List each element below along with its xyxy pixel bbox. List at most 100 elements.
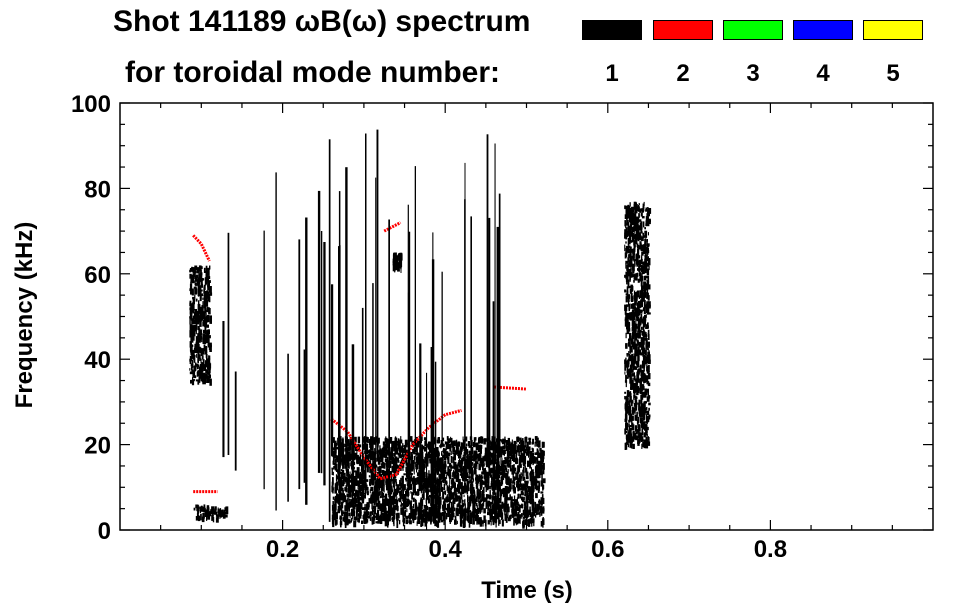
- spectral-point: [332, 496, 335, 500]
- spectral-point: [397, 438, 400, 446]
- spectral-point: [534, 475, 536, 480]
- spectral-point: [625, 343, 628, 349]
- spectral-point: [397, 460, 400, 463]
- spectral-point: [648, 350, 650, 353]
- spectral-point: [446, 494, 448, 500]
- spectral-point: [466, 460, 469, 469]
- spectral-point: [362, 437, 366, 443]
- spectral-point: [425, 480, 429, 487]
- spectral-point: [487, 508, 489, 514]
- spectral-point: [633, 341, 636, 350]
- spectral-point: [503, 508, 506, 512]
- spectral-point: [400, 504, 402, 507]
- spectral-point: [196, 372, 198, 377]
- spectral-point: [625, 314, 629, 319]
- spectral-point: [394, 441, 397, 445]
- spectral-point: [452, 446, 455, 452]
- spectral-point: [648, 438, 650, 443]
- spectral-point: [628, 298, 630, 306]
- spectral-point: [625, 241, 627, 244]
- spectral-point: [646, 239, 648, 242]
- spectral-point: [526, 500, 529, 509]
- spectral-point: [211, 514, 214, 521]
- spectral-point: [635, 344, 638, 352]
- spectral-point: [205, 312, 207, 320]
- spectral-point: [631, 335, 635, 339]
- spectral-point: [635, 327, 637, 332]
- spectral-point: [483, 515, 486, 523]
- spectral-point: [525, 470, 528, 477]
- spectral-point: [633, 360, 635, 364]
- spectral-point: [634, 310, 636, 317]
- spectral-point: [199, 311, 202, 320]
- spectral-point: [625, 247, 628, 254]
- spectral-point: [645, 430, 648, 434]
- spectral-point: [437, 437, 439, 444]
- legend-swatch-mode-4: [793, 20, 853, 40]
- spectral-point: [357, 482, 359, 490]
- spectral-point: [478, 444, 481, 453]
- plot-data-layer: [189, 129, 652, 530]
- spectral-point: [190, 366, 193, 371]
- spectral-point: [207, 280, 210, 288]
- spectral-point: [537, 480, 540, 484]
- spectral-point: [629, 416, 631, 420]
- spectral-point: [641, 443, 643, 449]
- spectral-point: [385, 501, 388, 506]
- spectral-point: [340, 445, 343, 454]
- spectral-point: [517, 479, 520, 483]
- spectral-point: [514, 503, 517, 511]
- spectral-point: [635, 361, 637, 365]
- spectral-point: [336, 493, 339, 500]
- spectral-point: [513, 440, 516, 448]
- spectral-point: [201, 351, 204, 355]
- spectral-point: [371, 476, 373, 482]
- spectral-point: [331, 468, 333, 475]
- spectral-point: [384, 471, 386, 478]
- spectral-point: [190, 316, 193, 320]
- spectral-point: [400, 464, 403, 469]
- spectral-point: [341, 508, 343, 515]
- spectral-point: [401, 475, 404, 481]
- spectral-point: [640, 394, 644, 400]
- spectral-point: [347, 451, 351, 459]
- spectral-point: [340, 474, 344, 479]
- spectral-point: [442, 515, 446, 521]
- spectral-point: [489, 503, 491, 511]
- spectral-point: [387, 519, 389, 526]
- spectral-point: [629, 332, 632, 341]
- spectral-point: [642, 266, 646, 270]
- spectral-point: [488, 494, 492, 500]
- spectral-point: [202, 507, 205, 512]
- spectral-point: [396, 520, 399, 528]
- spectral-point: [380, 479, 383, 485]
- spectral-point: [378, 466, 382, 473]
- spectral-point: [630, 209, 633, 213]
- spectral-point: [340, 469, 343, 472]
- spectral-point: [332, 500, 334, 507]
- spectral-point: [203, 278, 205, 281]
- spectral-point: [632, 252, 635, 259]
- spectral-point: [208, 269, 210, 278]
- y-tick-label: 100: [71, 91, 111, 118]
- spectral-point: [189, 341, 192, 348]
- spectral-point: [467, 505, 470, 514]
- spectral-point: [631, 419, 633, 427]
- spectral-point: [459, 470, 462, 473]
- spectral-point: [515, 451, 518, 458]
- spectral-point: [542, 478, 546, 484]
- spectral-point: [644, 275, 648, 279]
- spectral-point: [357, 499, 360, 504]
- spectral-point: [208, 374, 211, 379]
- spectral-point: [377, 509, 380, 517]
- spectral-point: [203, 294, 206, 301]
- spectral-point: [377, 520, 380, 524]
- spectral-point: [534, 501, 537, 509]
- spectral-point: [641, 347, 645, 351]
- spectral-point: [348, 501, 352, 508]
- spectral-point: [627, 279, 630, 288]
- spectral-point: [466, 483, 468, 488]
- spectral-point: [637, 301, 641, 309]
- spectral-point: [406, 466, 409, 471]
- spectral-point: [396, 488, 399, 495]
